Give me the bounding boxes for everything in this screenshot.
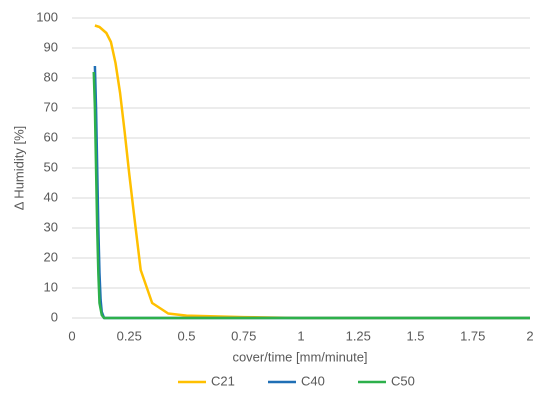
y-axis-label: Δ Humidity [%] <box>11 126 26 211</box>
y-tick-label: 0 <box>51 309 58 324</box>
legend-label: C40 <box>301 373 325 388</box>
y-tick-label: 60 <box>44 129 58 144</box>
x-tick-label: 1.75 <box>460 328 485 343</box>
x-tick-label: 0 <box>68 328 75 343</box>
y-tick-label: 40 <box>44 189 58 204</box>
x-tick-label: 0.75 <box>231 328 256 343</box>
y-tick-label: 80 <box>44 69 58 84</box>
y-tick-label: 10 <box>44 279 58 294</box>
legend-label: C50 <box>391 373 415 388</box>
line-series <box>93 65 530 320</box>
y-tick-label: 90 <box>44 39 58 54</box>
x-tick-label: 0.25 <box>117 328 142 343</box>
line-series <box>94 24 530 320</box>
x-tick-label: 1 <box>297 328 304 343</box>
y-tick-label: 30 <box>44 219 58 234</box>
line-series <box>92 71 530 320</box>
y-tick-label: 70 <box>44 99 58 114</box>
y-tick-label: 50 <box>44 159 58 174</box>
y-tick-label: 20 <box>44 249 58 264</box>
x-tick-label: 2 <box>526 328 533 343</box>
y-tick-label: 100 <box>36 9 58 24</box>
x-tick-label: 0.5 <box>177 328 195 343</box>
legend-label: C21 <box>211 373 235 388</box>
x-axis-label: cover/time [mm/minute] <box>232 349 367 364</box>
x-tick-label: 1.25 <box>346 328 371 343</box>
x-tick-label: 1.5 <box>406 328 424 343</box>
